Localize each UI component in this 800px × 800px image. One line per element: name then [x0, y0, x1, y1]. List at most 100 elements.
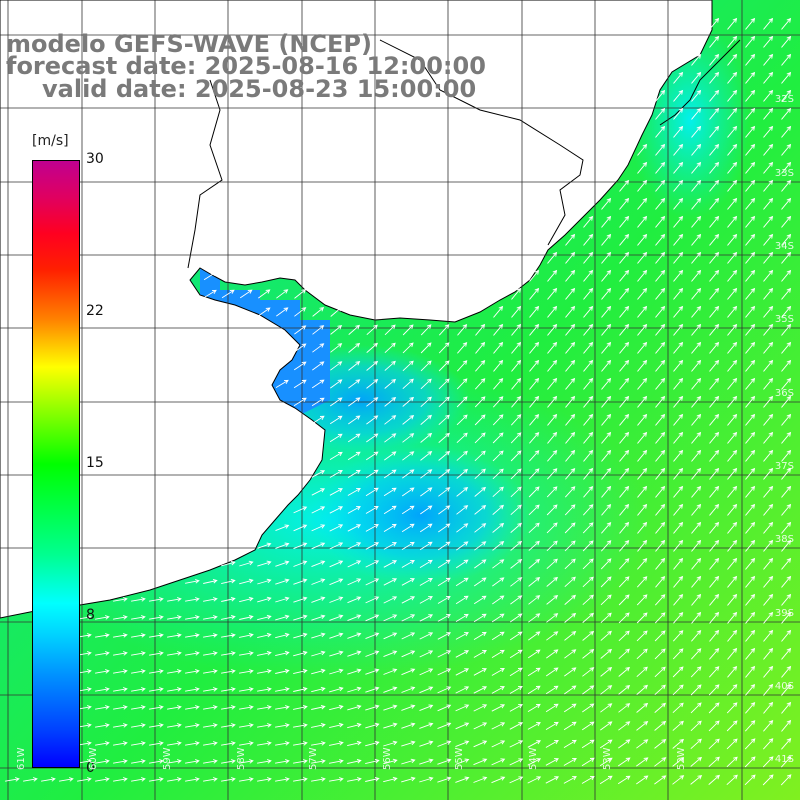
latitude-label: 37S — [774, 461, 794, 472]
wind-arrow — [781, 449, 792, 462]
wind-arrow — [492, 541, 505, 551]
wind-arrow — [329, 704, 344, 711]
wind-arrow — [673, 557, 684, 570]
wind-arrow — [565, 467, 576, 480]
wind-arrow — [293, 650, 308, 657]
wind-arrow — [583, 269, 594, 282]
wind-arrow — [781, 665, 792, 678]
wind-arrow — [636, 576, 648, 588]
wind-arrow — [492, 559, 505, 569]
wind-arrow — [456, 505, 469, 515]
wind-arrow — [330, 325, 343, 335]
wind-arrow — [131, 651, 146, 656]
wind-arrow — [637, 413, 648, 426]
wind-arrow — [437, 704, 452, 712]
wind-arrow — [744, 738, 756, 750]
wind-arrow — [527, 776, 542, 784]
wind-arrow — [347, 704, 362, 711]
wind-arrow — [599, 757, 613, 767]
wind-arrow — [347, 488, 361, 496]
wind-arrow — [582, 630, 595, 641]
wind-arrow — [727, 143, 738, 156]
wind-arrow — [221, 633, 236, 638]
wind-arrow — [781, 611, 792, 624]
wind-arrow — [473, 668, 487, 676]
wind-arrow — [618, 685, 631, 695]
wind-arrow — [709, 287, 720, 300]
wind-arrow — [473, 758, 488, 766]
wind-arrow — [763, 359, 774, 372]
wind-arrow — [257, 741, 272, 746]
wind-arrow — [383, 722, 398, 729]
wind-arrow — [546, 649, 559, 659]
wind-arrow — [781, 269, 792, 282]
longitude-label: 57W — [308, 747, 319, 770]
wind-arrow — [690, 775, 703, 785]
wind-arrow — [365, 668, 380, 675]
wind-arrow — [600, 558, 612, 570]
wind-arrow — [745, 413, 756, 426]
wind-arrow — [618, 666, 631, 677]
wind-arrow — [673, 449, 684, 462]
wind-arrow — [619, 287, 630, 300]
wind-arrow — [419, 686, 434, 694]
wind-arrow — [527, 758, 542, 766]
wind-arrow — [564, 522, 576, 534]
wind-arrow — [691, 161, 702, 174]
wind-arrow — [600, 594, 612, 606]
wind-arrow — [601, 485, 612, 498]
wind-arrow — [691, 413, 702, 426]
wind-arrow — [365, 722, 380, 729]
wind-arrow — [420, 487, 433, 497]
wind-arrow — [455, 668, 470, 676]
wind-arrow — [383, 560, 398, 568]
wind-arrow — [365, 506, 379, 514]
wind-arrow — [257, 687, 272, 692]
wind-arrow — [763, 503, 774, 516]
wind-arrow — [167, 615, 182, 620]
wind-arrow — [745, 179, 756, 192]
wind-arrow — [275, 578, 290, 585]
wind-arrow — [745, 17, 756, 30]
wind-arrow — [709, 521, 720, 534]
wind-arrow — [565, 359, 576, 372]
wind-arrow — [437, 776, 452, 783]
wind-arrow — [619, 251, 630, 264]
wind-arrow — [673, 143, 684, 156]
wind-arrow — [113, 687, 128, 692]
wind-arrow — [419, 668, 434, 676]
wind-arrow — [745, 287, 756, 300]
wind-arrow — [311, 470, 326, 478]
wind-arrow — [511, 341, 522, 354]
wind-arrow — [600, 703, 613, 713]
wind-arrow — [473, 595, 487, 605]
wind-arrow — [402, 415, 415, 425]
wind-arrow — [547, 449, 558, 462]
wind-arrow — [636, 739, 649, 749]
wind-arrow — [690, 720, 702, 732]
wind-arrow — [510, 468, 522, 480]
wind-arrow — [547, 359, 558, 372]
wind-arrow — [691, 395, 702, 408]
wind-arrow — [167, 597, 182, 602]
wind-arrow — [745, 503, 756, 516]
wind-arrow — [583, 251, 594, 264]
wind-arrow — [727, 449, 738, 462]
wind-arrow — [655, 125, 666, 138]
wind-arrow — [745, 521, 756, 534]
wind-arrow — [365, 740, 380, 747]
wind-arrow — [149, 651, 164, 656]
wind-arrow — [113, 669, 128, 674]
wind-arrow — [329, 415, 343, 425]
wind-arrow — [672, 702, 684, 714]
wind-arrow — [293, 741, 308, 746]
wind-arrow — [691, 287, 702, 300]
wind-arrow — [637, 377, 648, 390]
wind-arrow — [691, 179, 702, 192]
wind-arrow — [149, 777, 164, 782]
wind-arrow — [547, 395, 558, 408]
wind-arrow — [564, 612, 577, 623]
wind-arrow — [456, 378, 468, 390]
wind-arrow — [527, 649, 541, 659]
